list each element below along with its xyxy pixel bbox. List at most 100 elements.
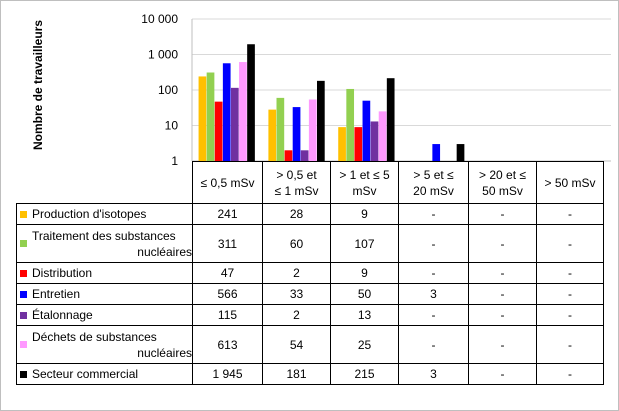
data-cell: 115 (192, 304, 263, 326)
bar (230, 87, 239, 161)
data-cell: - (468, 224, 537, 263)
data-cell: - (468, 283, 537, 305)
series-label-line: Traitement des substances (32, 228, 176, 243)
data-cell: 25 (330, 325, 399, 364)
bar (222, 63, 231, 161)
data-cell: 2 (262, 262, 331, 284)
table-row: Déchets de substances nucléaires 613 54 25 - -… (16, 325, 604, 364)
data-cell: - (468, 203, 537, 225)
data-cell: 50 (330, 283, 399, 305)
data-cell: 566 (192, 283, 263, 305)
data-cell: - (398, 203, 469, 225)
data-cell: 3 (398, 363, 469, 385)
series-label: Entretien (32, 287, 81, 301)
table-row: Secteur commercial 1 945 181 215 3- - (16, 363, 604, 385)
series-legend-cell: Traitement des substances nucléaires (16, 224, 193, 263)
category-header: > 1 et ≤ 5 mSv (330, 161, 399, 204)
data-cell: 181 (262, 363, 331, 385)
bar (354, 127, 363, 161)
category-header-line: 50 mSv (482, 183, 523, 198)
bar (214, 101, 223, 161)
category-header-line: > 5 et ≤ (413, 167, 454, 182)
y-tick-label: 10 000 (141, 12, 178, 26)
category-header-line: 20 mSv (413, 183, 454, 198)
series-legend-cell: Production d'isotopes (16, 203, 193, 225)
data-cell: 28 (262, 203, 331, 225)
category-header: > 0,5 et ≤ 1 mSv (262, 161, 331, 204)
data-cell: 47 (192, 262, 263, 284)
category-header-line: > 0,5 et (276, 167, 317, 182)
data-cell: - (468, 363, 537, 385)
category-header: > 20 et ≤50 mSv (468, 161, 537, 204)
category-header-line: mSv (352, 183, 377, 198)
category-header-line: > 1 et ≤ 5 (339, 167, 390, 182)
data-cell: - (468, 262, 537, 284)
series-label: Production d'isotopes (32, 207, 147, 221)
bar (386, 78, 395, 161)
bar (300, 150, 309, 161)
bar (292, 107, 301, 161)
data-cell: - (468, 325, 537, 364)
bar (247, 44, 255, 161)
series-label-line: Déchets de substances (32, 329, 157, 344)
table-row: Étalonnage 115 2 13- - - (16, 304, 604, 326)
series-label-line: nucléaires (137, 345, 192, 360)
data-cell: - (536, 363, 604, 385)
data-cell: 1 945 (192, 363, 263, 385)
bar (338, 127, 346, 161)
data-cell: - (536, 203, 604, 225)
series-legend-cell: Entretien (16, 283, 193, 305)
y-axis-label: Nombre de travailleurs (31, 19, 45, 151)
data-cell: - (468, 304, 537, 326)
bar (456, 144, 465, 161)
bar (206, 72, 215, 161)
data-cell: - (536, 224, 604, 263)
data-cell: 3 (398, 283, 469, 305)
series-legend-cell: Secteur commercial (16, 363, 193, 385)
series-label: Secteur commercial (32, 367, 139, 381)
data-cell: - (536, 262, 604, 284)
data-cell: 613 (192, 325, 263, 364)
legend-swatch (20, 341, 27, 348)
legend-swatch (20, 240, 27, 247)
data-cell: - (536, 304, 604, 326)
table-row: Traitement des substances nucléaires 311 60… (16, 224, 604, 263)
y-tick-label: 1 (171, 154, 178, 168)
series-label: Distribution (32, 266, 93, 280)
data-table: ≤ 0,5 mSv > 0,5 et ≤ 1 mSv > 1 et ≤ 5 mSv > 5… (16, 161, 604, 385)
category-header: > 50 mSv (536, 161, 604, 204)
series-legend-cell: Distribution (16, 262, 193, 284)
bar (308, 99, 317, 161)
series-label-line: nucléaires (137, 244, 192, 259)
y-tick-label: 10 (165, 119, 179, 133)
data-cell: 9 (330, 203, 399, 225)
category-header-line: > 50 mSv (544, 175, 596, 190)
data-cell: - (398, 224, 469, 263)
bar (370, 121, 379, 161)
data-cell: 54 (262, 325, 331, 364)
bar (284, 150, 293, 161)
data-cell: 9 (330, 262, 399, 284)
table-row: Production d'isotopes 241 28 9- - - (16, 203, 604, 225)
legend-swatch (20, 210, 27, 218)
data-cell: 107 (330, 224, 399, 263)
category-header-line: > 20 et ≤ (479, 167, 526, 182)
y-tick-label: 1 000 (148, 48, 178, 62)
data-cell: 311 (192, 224, 263, 263)
table-row: Entretien 566 33 50 3- - (16, 283, 604, 305)
bar (268, 109, 277, 161)
data-cell: - (536, 283, 604, 305)
legend-swatch (20, 269, 27, 277)
series-label: Étalonnage (32, 308, 93, 322)
data-cell: - (536, 325, 604, 364)
bar (378, 111, 387, 161)
bar (317, 80, 325, 161)
table-row: Distribution 47 2 9- - - (16, 262, 604, 284)
category-header: ≤ 0,5 mSv (192, 161, 263, 204)
data-cell: 241 (192, 203, 263, 225)
bar (346, 88, 355, 161)
bar (362, 100, 371, 161)
y-tick-label: 100 (158, 83, 178, 97)
category-header-line: ≤ 1 mSv (274, 183, 319, 198)
data-cell: - (398, 262, 469, 284)
